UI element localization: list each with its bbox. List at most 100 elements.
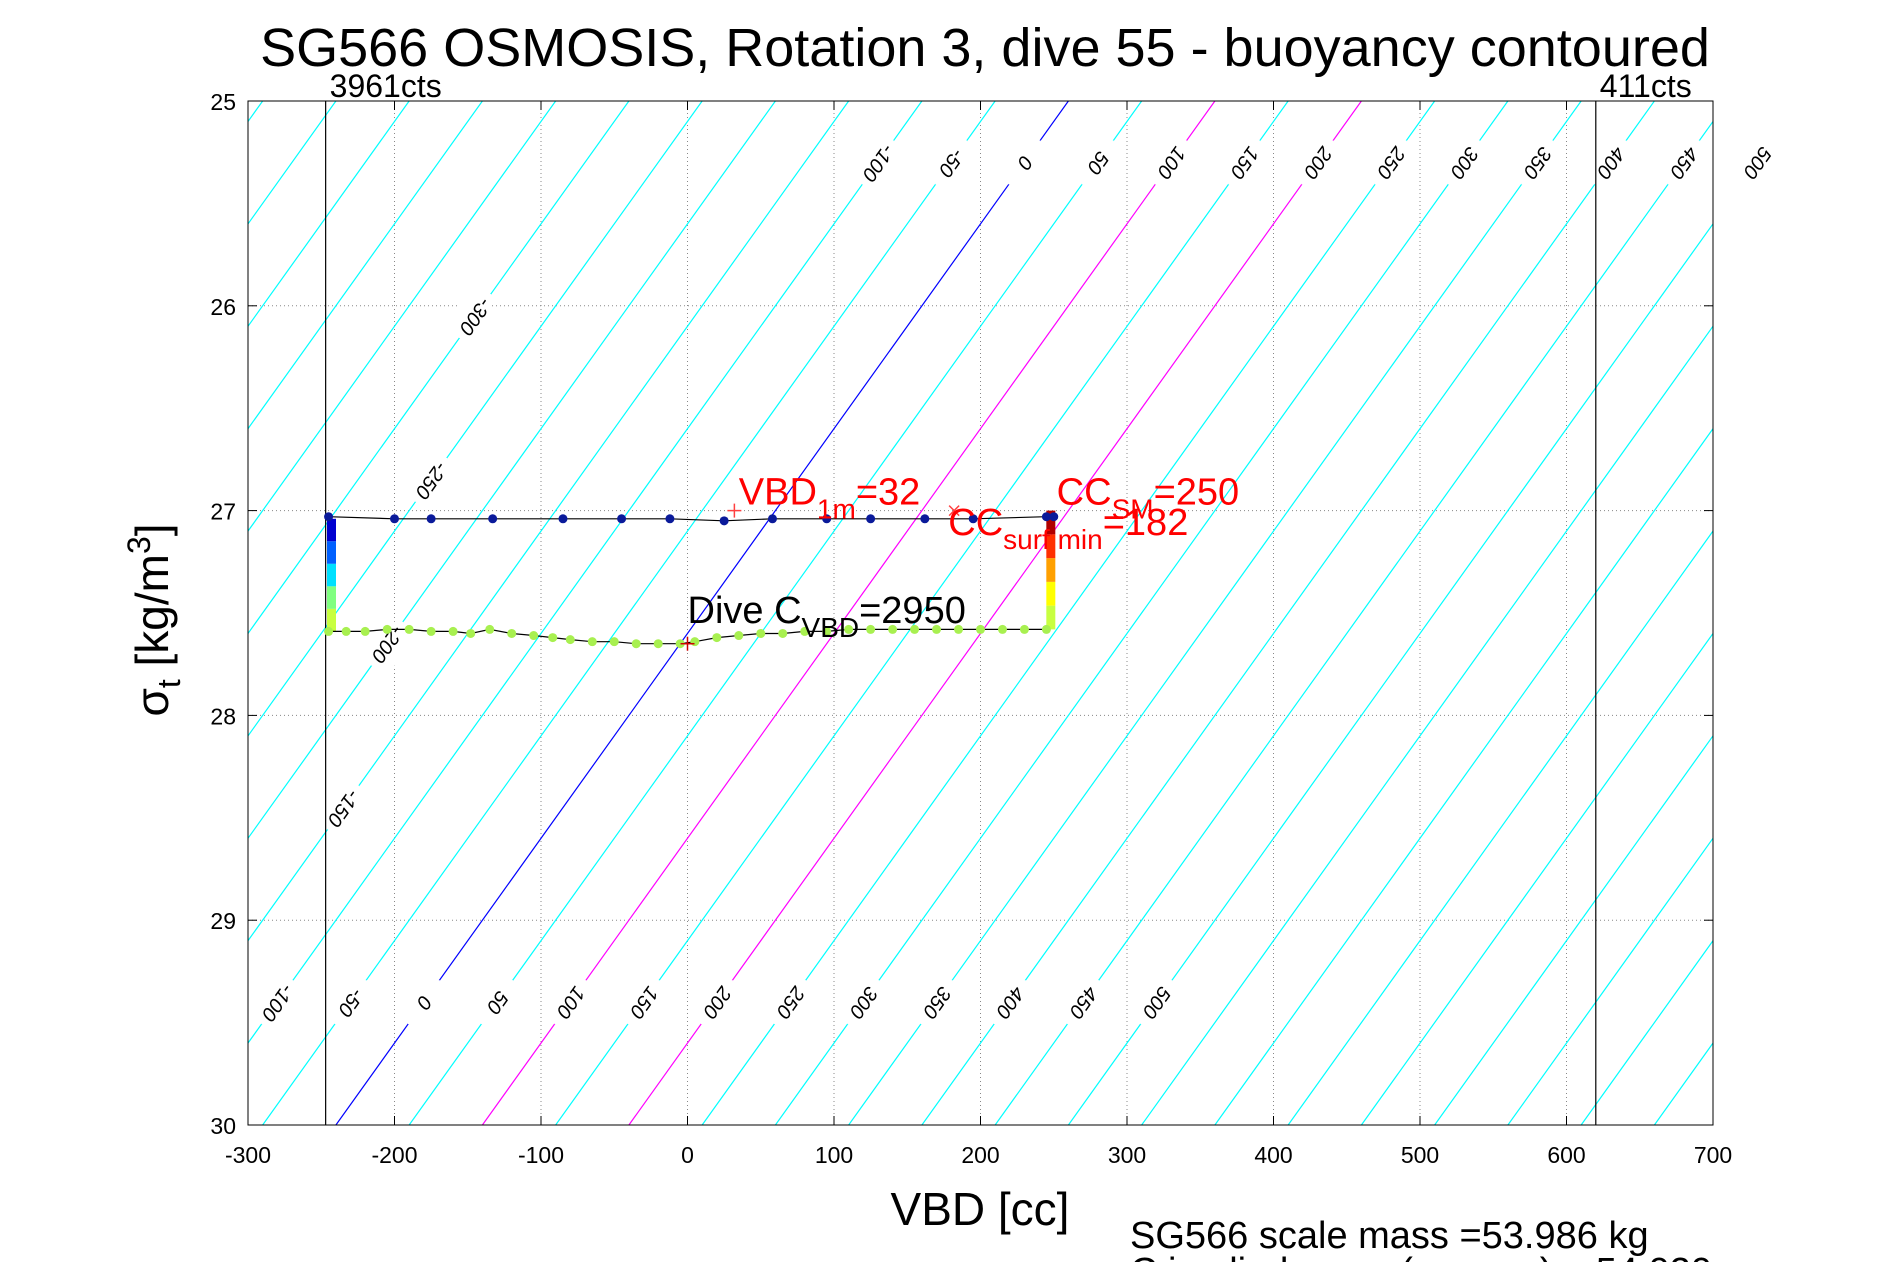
x-tick-label: 600 xyxy=(1547,1142,1585,1168)
dive-series xyxy=(324,510,1059,649)
contour-line xyxy=(1067,222,1713,1125)
series-point xyxy=(756,628,766,638)
annotation-subscript: VBD xyxy=(802,612,860,643)
contour-line xyxy=(921,101,1655,1125)
contour-label-bg xyxy=(920,980,953,1025)
series-point xyxy=(954,624,964,634)
series-point xyxy=(976,624,985,634)
series-point xyxy=(466,628,476,638)
annotation: CCSM=250 xyxy=(1057,471,1239,524)
series-point xyxy=(932,624,942,634)
annotation-value: =250 xyxy=(1154,471,1240,513)
series-point xyxy=(1049,512,1059,522)
series-point xyxy=(719,516,729,526)
contour-line xyxy=(1580,939,1713,1125)
series-point xyxy=(426,514,436,524)
series-point xyxy=(558,514,568,524)
contour-label-bg xyxy=(407,980,440,1025)
series-point xyxy=(866,514,876,524)
x-tick-label: -100 xyxy=(518,1142,564,1168)
annotation: CCsurf min=182 xyxy=(948,502,1188,555)
y-tick-label: 26 xyxy=(210,294,236,320)
series-point xyxy=(587,637,597,647)
series-point xyxy=(404,624,414,634)
contour-label-bg xyxy=(700,980,733,1025)
annotation-main: CC xyxy=(948,502,1003,544)
y-axis-label-subscript: t xyxy=(151,679,187,688)
series-point xyxy=(653,639,663,649)
x-axis-label: VBD [cc] xyxy=(891,1183,1070,1235)
annotation-value: =182 xyxy=(1103,502,1189,544)
limit-line-label: 3961cts xyxy=(330,68,442,104)
x-tick-label: 0 xyxy=(681,1142,694,1168)
series-point xyxy=(665,514,675,524)
contour-line xyxy=(248,101,410,328)
contour-label-bg xyxy=(1228,140,1261,185)
y-tick-label: 27 xyxy=(210,499,236,525)
y-tick-label: 29 xyxy=(210,908,236,934)
contour-line xyxy=(335,101,1069,1125)
limit-line-label: 411cts xyxy=(1600,68,1692,104)
annotation-subscript: SM xyxy=(1112,493,1154,524)
series-point xyxy=(341,626,351,636)
annotation-value: =2950 xyxy=(859,590,966,632)
contour-label-bg xyxy=(1374,140,1407,185)
contour-line xyxy=(1214,427,1713,1125)
series-point xyxy=(617,514,627,524)
contour-line xyxy=(994,120,1713,1125)
series-point xyxy=(426,626,436,636)
cross-marker xyxy=(948,505,960,517)
contour-label-bg xyxy=(415,457,448,502)
y-axis-label-symbol: σ xyxy=(126,688,178,716)
contour-line xyxy=(481,101,1216,1125)
contour-line xyxy=(701,101,1436,1125)
contour-line xyxy=(628,101,1362,1125)
contour-line xyxy=(262,101,996,1125)
contour-line xyxy=(248,101,850,942)
series-point xyxy=(565,635,575,645)
contour-line xyxy=(248,101,483,430)
y-axis-label-superscript: 3 xyxy=(121,536,157,554)
series-point xyxy=(712,633,722,643)
contour-line xyxy=(248,101,776,840)
contour-line xyxy=(248,101,703,737)
contour-label-bg xyxy=(1667,140,1700,185)
contour-line xyxy=(1287,530,1713,1125)
grid-layer xyxy=(248,101,1713,1125)
series-point xyxy=(822,626,832,636)
annotation-subscript: surf min xyxy=(1003,524,1103,555)
series-point xyxy=(324,512,334,522)
series-point xyxy=(997,624,1007,634)
series-point xyxy=(844,624,854,634)
y-axis-label-units: [kg/m xyxy=(126,554,178,679)
buoyancy-contours xyxy=(248,101,1713,1125)
contour-label-bg xyxy=(1447,140,1480,185)
vbd-limit-lines: 3961cts 411cts xyxy=(325,68,1692,1125)
mass-footer: SG566 scale mass =53.986 kg C implied ma… xyxy=(1130,1215,1712,1262)
contour-line xyxy=(1507,837,1713,1125)
contour-line xyxy=(1653,1042,1713,1125)
series-point xyxy=(324,626,334,636)
series-point xyxy=(609,637,619,647)
contour-label-bg xyxy=(935,140,968,185)
annotation: VBD1m=32 xyxy=(739,471,921,524)
contour-line xyxy=(1434,734,1713,1125)
dive-markers xyxy=(680,503,960,651)
annotation-main: Dive C xyxy=(688,590,802,632)
contour-line xyxy=(555,101,1289,1125)
y-tick-label: 30 xyxy=(210,1113,236,1139)
annotation-main: VBD xyxy=(739,471,817,513)
x-tick-label: 700 xyxy=(1694,1142,1732,1168)
y-axis-label-close: ] xyxy=(126,523,178,536)
series-point xyxy=(382,624,392,634)
y-axis-label: σt [kg/m3] xyxy=(121,523,187,716)
series-point xyxy=(448,626,458,636)
series-point xyxy=(734,631,744,641)
series-point xyxy=(548,633,558,643)
x-tick-label: 500 xyxy=(1401,1142,1439,1168)
contour-line xyxy=(774,101,1509,1125)
contour-label-bg xyxy=(1301,140,1334,185)
contour-label-bg xyxy=(1081,140,1114,185)
series-point xyxy=(360,626,370,636)
annotation: Dive CVBD=2950 xyxy=(688,590,966,643)
